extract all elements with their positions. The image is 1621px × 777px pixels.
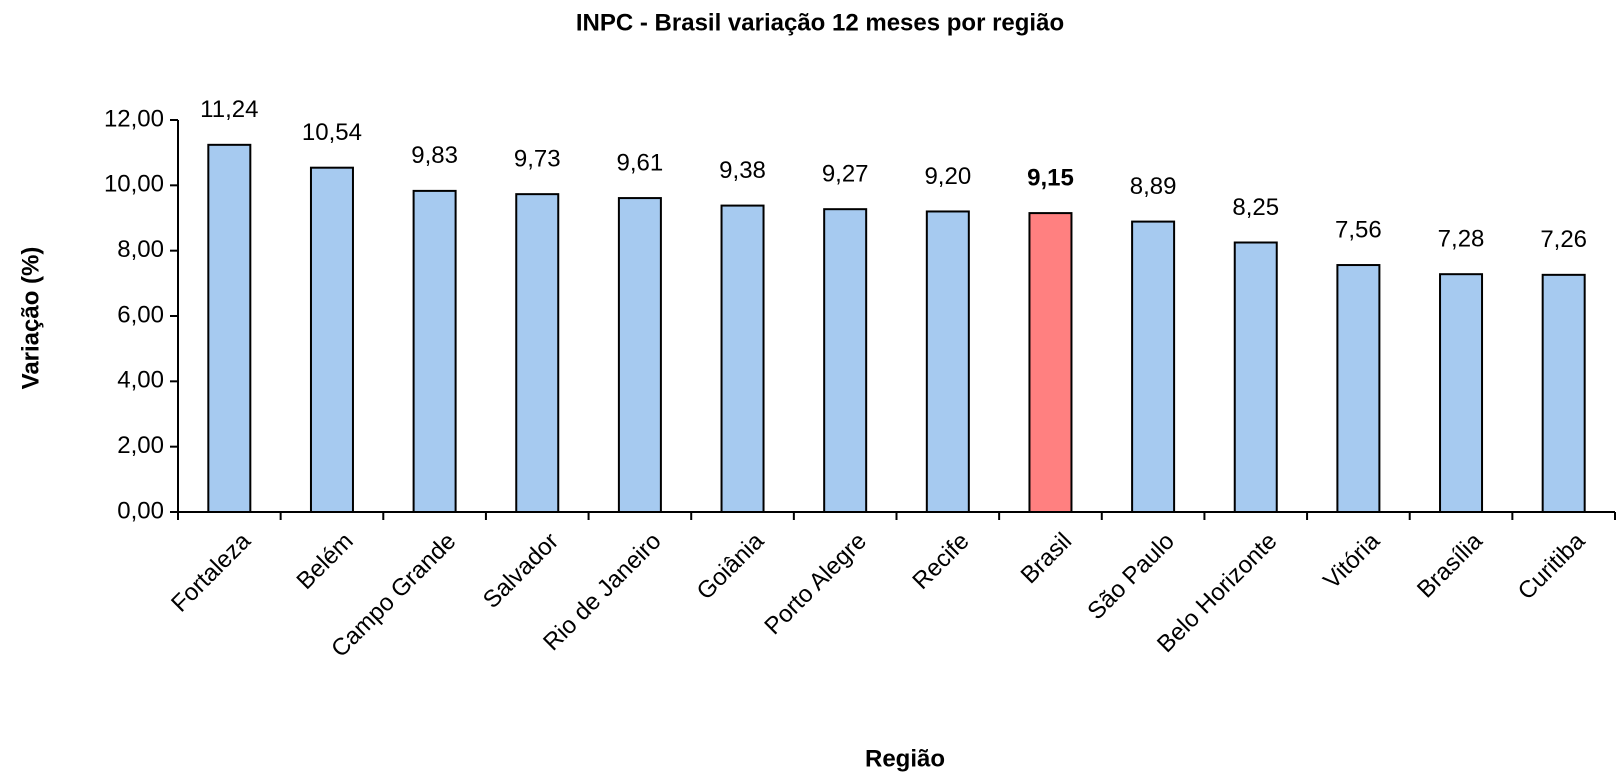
value-label: 11,24: [200, 96, 258, 123]
y-axis-title: Variação (%): [17, 247, 44, 390]
y-tick-label: 8,00: [117, 236, 164, 263]
x-tick-label: Salvador: [478, 528, 564, 614]
x-axis-title: Região: [865, 745, 945, 772]
bar: [207, 143, 252, 513]
x-tick-label: Recife: [907, 528, 974, 595]
bar: [925, 210, 970, 513]
bar: [617, 197, 662, 513]
chart-title: INPC - Brasil variação 12 meses por regi…: [576, 9, 1064, 36]
value-label: 9,20: [924, 163, 971, 190]
y-tick-label: 4,00: [117, 367, 164, 394]
bar: [1439, 273, 1484, 514]
x-tick-label: Brasília: [1412, 527, 1488, 603]
bar: [1233, 241, 1278, 513]
y-tick-label: 2,00: [117, 432, 164, 459]
value-label: 8,89: [1130, 173, 1177, 200]
x-tick-label: Fortaleza: [166, 527, 256, 617]
y-tick-label: 12,00: [104, 105, 164, 132]
value-label: 7,26: [1540, 226, 1587, 253]
value-label: 7,56: [1335, 216, 1382, 243]
value-label: 9,83: [411, 142, 458, 169]
y-tick-label: 6,00: [117, 301, 164, 328]
x-tick-label: Porto Alegre: [759, 528, 871, 640]
x-tick-label: Vitória: [1318, 527, 1385, 594]
bar: [1541, 273, 1586, 513]
value-label: 9,73: [514, 145, 561, 172]
x-tick-label: Brasil: [1016, 528, 1078, 590]
bar: [1336, 264, 1381, 514]
x-tick-label: Goiânia: [692, 527, 770, 605]
bar: [309, 166, 354, 513]
x-tick-label: Curitiba: [1513, 527, 1591, 605]
value-label: 9,15: [1027, 164, 1074, 191]
value-label: 9,38: [719, 157, 766, 184]
bar: [1028, 212, 1073, 513]
value-label: 10,54: [302, 119, 362, 146]
bar: [823, 208, 868, 513]
value-label: 7,28: [1438, 226, 1485, 253]
y-tick-label: 0,00: [117, 497, 164, 524]
x-tick-label: São Paulo: [1082, 528, 1179, 625]
bar: [1131, 220, 1176, 514]
bar: [515, 193, 560, 514]
bar: [720, 204, 765, 513]
y-tick-label: 10,00: [104, 171, 164, 198]
bar: [412, 189, 457, 514]
x-tick-label: Belém: [291, 528, 358, 595]
value-label: 8,25: [1232, 194, 1279, 221]
value-label: 9,27: [822, 161, 869, 188]
value-label: 9,61: [617, 149, 664, 176]
